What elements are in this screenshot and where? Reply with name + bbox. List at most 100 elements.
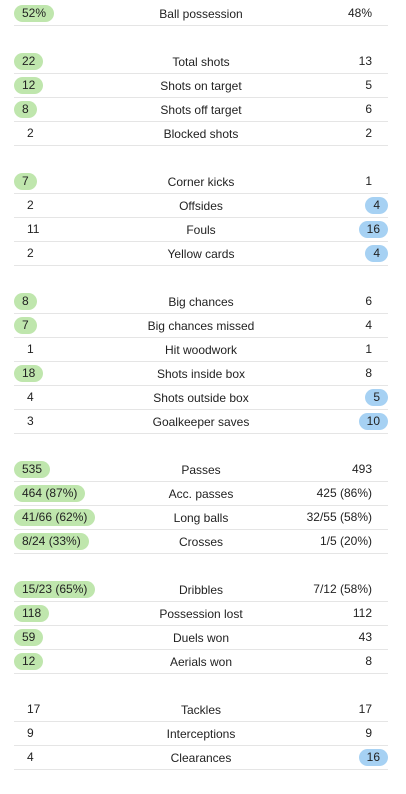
away-value: 425 (86%) [316,486,372,500]
stat-row: 12 Aerials won 8 [14,650,388,674]
away-value: 17 [358,702,372,716]
stat-row: 2 Blocked shots 2 [14,122,388,146]
stat-row: 7 Corner kicks 1 [14,170,388,194]
stat-label: Clearances [170,750,232,765]
stat-label: Ball possession [159,6,243,21]
stat-label: Blocked shots [163,126,239,141]
home-value: 535 [14,461,51,478]
stat-row: 11 Fouls 16 [14,218,388,242]
stat-row: 1 Hit woodwork 1 [14,338,388,362]
stat-row: 41/66 (62%) Long balls 32/55 (58%) [14,506,388,530]
stat-row: 18 Shots inside box 8 [14,362,388,386]
away-value: 48% [347,6,372,20]
stat-row: 8/24 (33%) Crosses 1/5 (20%) [14,530,388,554]
home-value: 12 [14,77,44,94]
stat-row: 2 Yellow cards 4 [14,242,388,266]
away-value: 6 [365,102,372,116]
away-value: 1 [365,342,372,356]
away-value: 7/12 (58%) [313,582,372,596]
away-value: 8 [365,654,372,668]
stat-label: Shots on target [160,78,242,93]
away-value: 32/55 (58%) [306,510,372,524]
home-value: 4 [27,750,34,764]
home-value: 7 [14,317,37,334]
home-value: 15/23 (65%) [14,581,96,598]
away-value: 2 [365,126,372,140]
home-value: 7 [14,173,37,190]
stat-label: Interceptions [166,726,236,741]
stat-label: Shots outside box [153,390,249,405]
away-value: 1 [365,174,372,188]
away-value: 13 [358,54,372,68]
stat-group: 15/23 (65%) Dribbles 7/12 (58%) 118 Possessi… [14,578,388,674]
stat-row: 52% Ball possession 48% [14,2,388,26]
home-value: 1 [27,342,34,356]
stat-label: Corner kicks [167,174,235,189]
stat-group: 8 Big chances 6 7 Big chances missed 4 1 Hit wo… [14,290,388,434]
stat-label: Fouls [186,222,216,237]
stat-label: Possession lost [159,606,243,621]
home-value: 12 [14,653,44,670]
away-value: 16 [358,221,388,238]
stat-row: 4 Clearances 16 [14,746,388,770]
stat-row: 9 Interceptions 9 [14,722,388,746]
stat-label: Shots off target [160,102,242,117]
stat-row: 7 Big chances missed 4 [14,314,388,338]
stat-label: Big chances missed [147,318,255,333]
away-value: 8 [365,366,372,380]
stat-group: 52% Ball possession 48% [14,2,388,26]
away-value: 112 [352,606,372,620]
home-value: 4 [27,390,34,404]
away-value: 493 [351,462,372,476]
stat-group: 17 Tackles 17 9 Interceptions 9 4 Clearances 16 [14,698,388,770]
stat-group: 7 Corner kicks 1 2 Offsides 4 11 Fouls 16 2 Yellow… [14,170,388,266]
away-value: 16 [358,749,388,766]
home-value: 464 (87%) [14,485,86,502]
stat-row: 22 Total shots 13 [14,50,388,74]
stat-row: 118 Possession lost 112 [14,602,388,626]
away-value: 9 [365,726,372,740]
home-value: 52% [14,5,55,22]
stat-row: 8 Big chances 6 [14,290,388,314]
stat-group: 535 Passes 493 464 (87%) Acc. passes 425 (86%… [14,458,388,554]
stat-row: 12 Shots on target 5 [14,74,388,98]
away-value: 4 [365,245,388,262]
home-value: 11 [27,222,40,236]
stat-row: 4 Shots outside box 5 [14,386,388,410]
away-value: 6 [365,294,372,308]
away-value: 5 [365,78,372,92]
stat-label: Duels won [172,630,230,645]
away-value: 4 [365,197,388,214]
away-value: 43 [358,630,372,644]
stat-label: Aerials won [169,654,233,669]
home-value: 3 [27,414,34,428]
home-value: 118 [14,605,50,622]
home-value: 41/66 (62%) [14,509,96,526]
stat-row: 535 Passes 493 [14,458,388,482]
stat-row: 15/23 (65%) Dribbles 7/12 (58%) [14,578,388,602]
away-value: 1/5 (20%) [319,534,372,548]
away-value: 4 [365,318,372,332]
stat-label: Yellow cards [167,246,235,261]
home-value: 9 [27,726,34,740]
stat-group: 2 2 Total shots 13 12 Shots on target 5 8 Shots … [14,50,388,146]
stat-label: Shots inside box [156,366,246,381]
home-value: 8/24 (33%) [14,533,89,550]
home-value: 8 [14,293,37,310]
match-statistics: 52% Ball possession 48% 22 Total shots 13 12 Sh… [14,2,388,794]
stat-label: Passes [181,462,221,477]
stat-row: 2 Offsides 4 [14,194,388,218]
stat-row: 59 Duels won 43 [14,626,388,650]
away-value: 10 [358,413,388,430]
home-value: 17 [27,702,41,716]
home-value: 18 [14,365,44,382]
home-value: 59 [14,629,44,646]
stat-label: Total shots [172,54,230,69]
home-value: 2 [27,246,34,260]
home-value: 2 [27,126,34,140]
stat-row: 8 Shots off target 6 [14,98,388,122]
home-value: 8 [14,101,37,118]
stat-label: Tackles [180,702,221,717]
away-value: 5 [365,389,388,406]
home-value: 2 [27,198,34,212]
